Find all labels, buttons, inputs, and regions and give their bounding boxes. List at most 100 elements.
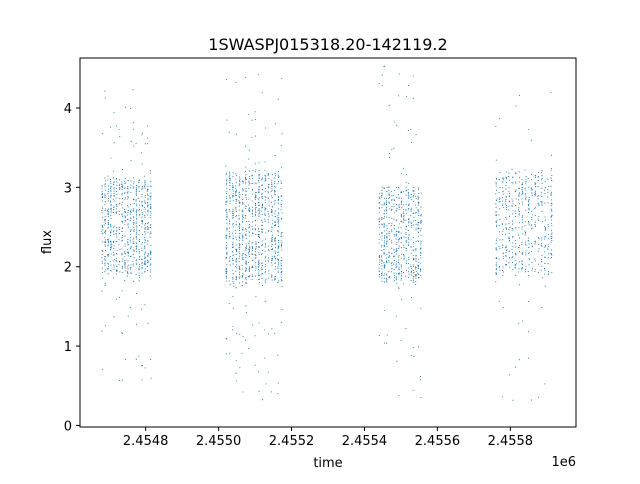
data-point bbox=[388, 201, 390, 203]
data-point bbox=[107, 222, 109, 224]
data-point bbox=[101, 271, 103, 273]
data-point bbox=[238, 191, 240, 193]
data-point bbox=[127, 266, 129, 268]
data-point bbox=[274, 276, 276, 278]
data-point bbox=[281, 232, 283, 234]
data-point bbox=[278, 231, 280, 233]
data-point bbox=[261, 266, 263, 268]
data-point bbox=[101, 185, 103, 187]
data-point bbox=[398, 273, 400, 275]
data-point bbox=[514, 210, 516, 212]
data-point bbox=[235, 258, 238, 260]
data-point bbox=[255, 243, 257, 245]
data-point bbox=[405, 190, 407, 192]
data-point bbox=[385, 260, 388, 262]
data-point bbox=[244, 214, 246, 216]
data-point bbox=[502, 252, 504, 254]
data-point bbox=[267, 192, 269, 194]
data-point bbox=[261, 240, 263, 242]
data-point bbox=[383, 223, 385, 226]
data-point bbox=[133, 280, 135, 282]
data-point bbox=[518, 359, 520, 361]
data-point bbox=[271, 259, 273, 261]
data-point bbox=[232, 232, 234, 234]
data-point bbox=[268, 200, 270, 202]
data-point bbox=[495, 203, 497, 205]
data-point bbox=[393, 212, 395, 214]
data-point bbox=[127, 214, 129, 216]
data-point bbox=[521, 179, 523, 181]
data-point bbox=[135, 242, 137, 244]
data-point bbox=[544, 193, 546, 195]
data-point bbox=[547, 202, 549, 204]
data-point bbox=[518, 187, 521, 189]
data-point bbox=[402, 254, 404, 256]
data-point bbox=[400, 278, 402, 280]
data-point bbox=[267, 191, 269, 193]
data-point bbox=[258, 190, 260, 192]
data-point bbox=[235, 250, 238, 252]
data-point bbox=[383, 242, 386, 244]
data-point bbox=[383, 274, 385, 276]
data-point bbox=[415, 275, 417, 277]
data-point bbox=[261, 207, 263, 209]
data-point bbox=[405, 269, 408, 272]
data-point bbox=[527, 221, 530, 223]
data-point bbox=[248, 261, 250, 263]
data-point bbox=[138, 275, 140, 277]
data-point bbox=[245, 263, 247, 265]
data-point bbox=[244, 205, 246, 207]
data-point bbox=[116, 253, 118, 255]
data-point bbox=[127, 219, 129, 221]
data-point bbox=[384, 197, 386, 199]
data-point bbox=[232, 258, 234, 260]
data-point bbox=[115, 234, 117, 236]
data-point bbox=[505, 184, 507, 186]
data-point bbox=[149, 236, 151, 238]
data-point bbox=[232, 183, 234, 185]
data-point bbox=[547, 234, 549, 236]
data-point bbox=[141, 163, 143, 165]
data-point bbox=[141, 201, 143, 203]
data-point bbox=[512, 213, 514, 215]
data-point bbox=[135, 191, 137, 193]
data-point bbox=[142, 262, 144, 264]
data-point bbox=[383, 253, 385, 255]
data-point bbox=[262, 229, 264, 231]
data-point bbox=[268, 270, 270, 272]
data-point bbox=[104, 223, 106, 225]
data-point bbox=[242, 218, 244, 220]
data-point bbox=[235, 232, 237, 234]
data-point bbox=[398, 95, 400, 97]
data-point bbox=[381, 239, 383, 241]
data-point bbox=[410, 198, 412, 200]
data-point bbox=[127, 186, 129, 188]
data-point bbox=[521, 190, 524, 192]
data-point bbox=[505, 199, 507, 201]
data-point bbox=[528, 203, 530, 205]
data-point bbox=[405, 248, 408, 250]
data-point bbox=[232, 285, 234, 287]
data-point bbox=[116, 194, 118, 196]
data-point bbox=[116, 178, 118, 180]
data-point bbox=[265, 196, 267, 198]
data-point bbox=[496, 220, 498, 222]
data-point bbox=[235, 209, 237, 211]
data-point bbox=[278, 244, 280, 246]
data-point bbox=[229, 200, 231, 202]
data-point bbox=[258, 186, 260, 188]
data-point bbox=[107, 185, 109, 187]
data-point bbox=[258, 214, 260, 216]
data-point bbox=[396, 266, 398, 268]
data-point bbox=[245, 245, 247, 247]
data-point bbox=[249, 177, 251, 180]
data-point bbox=[518, 237, 521, 239]
data-point bbox=[408, 225, 410, 227]
data-point bbox=[236, 248, 238, 250]
data-point bbox=[412, 272, 414, 274]
data-point bbox=[118, 296, 121, 298]
data-point bbox=[408, 243, 410, 245]
data-point bbox=[104, 219, 106, 221]
data-point bbox=[512, 176, 514, 178]
data-point bbox=[280, 240, 282, 242]
